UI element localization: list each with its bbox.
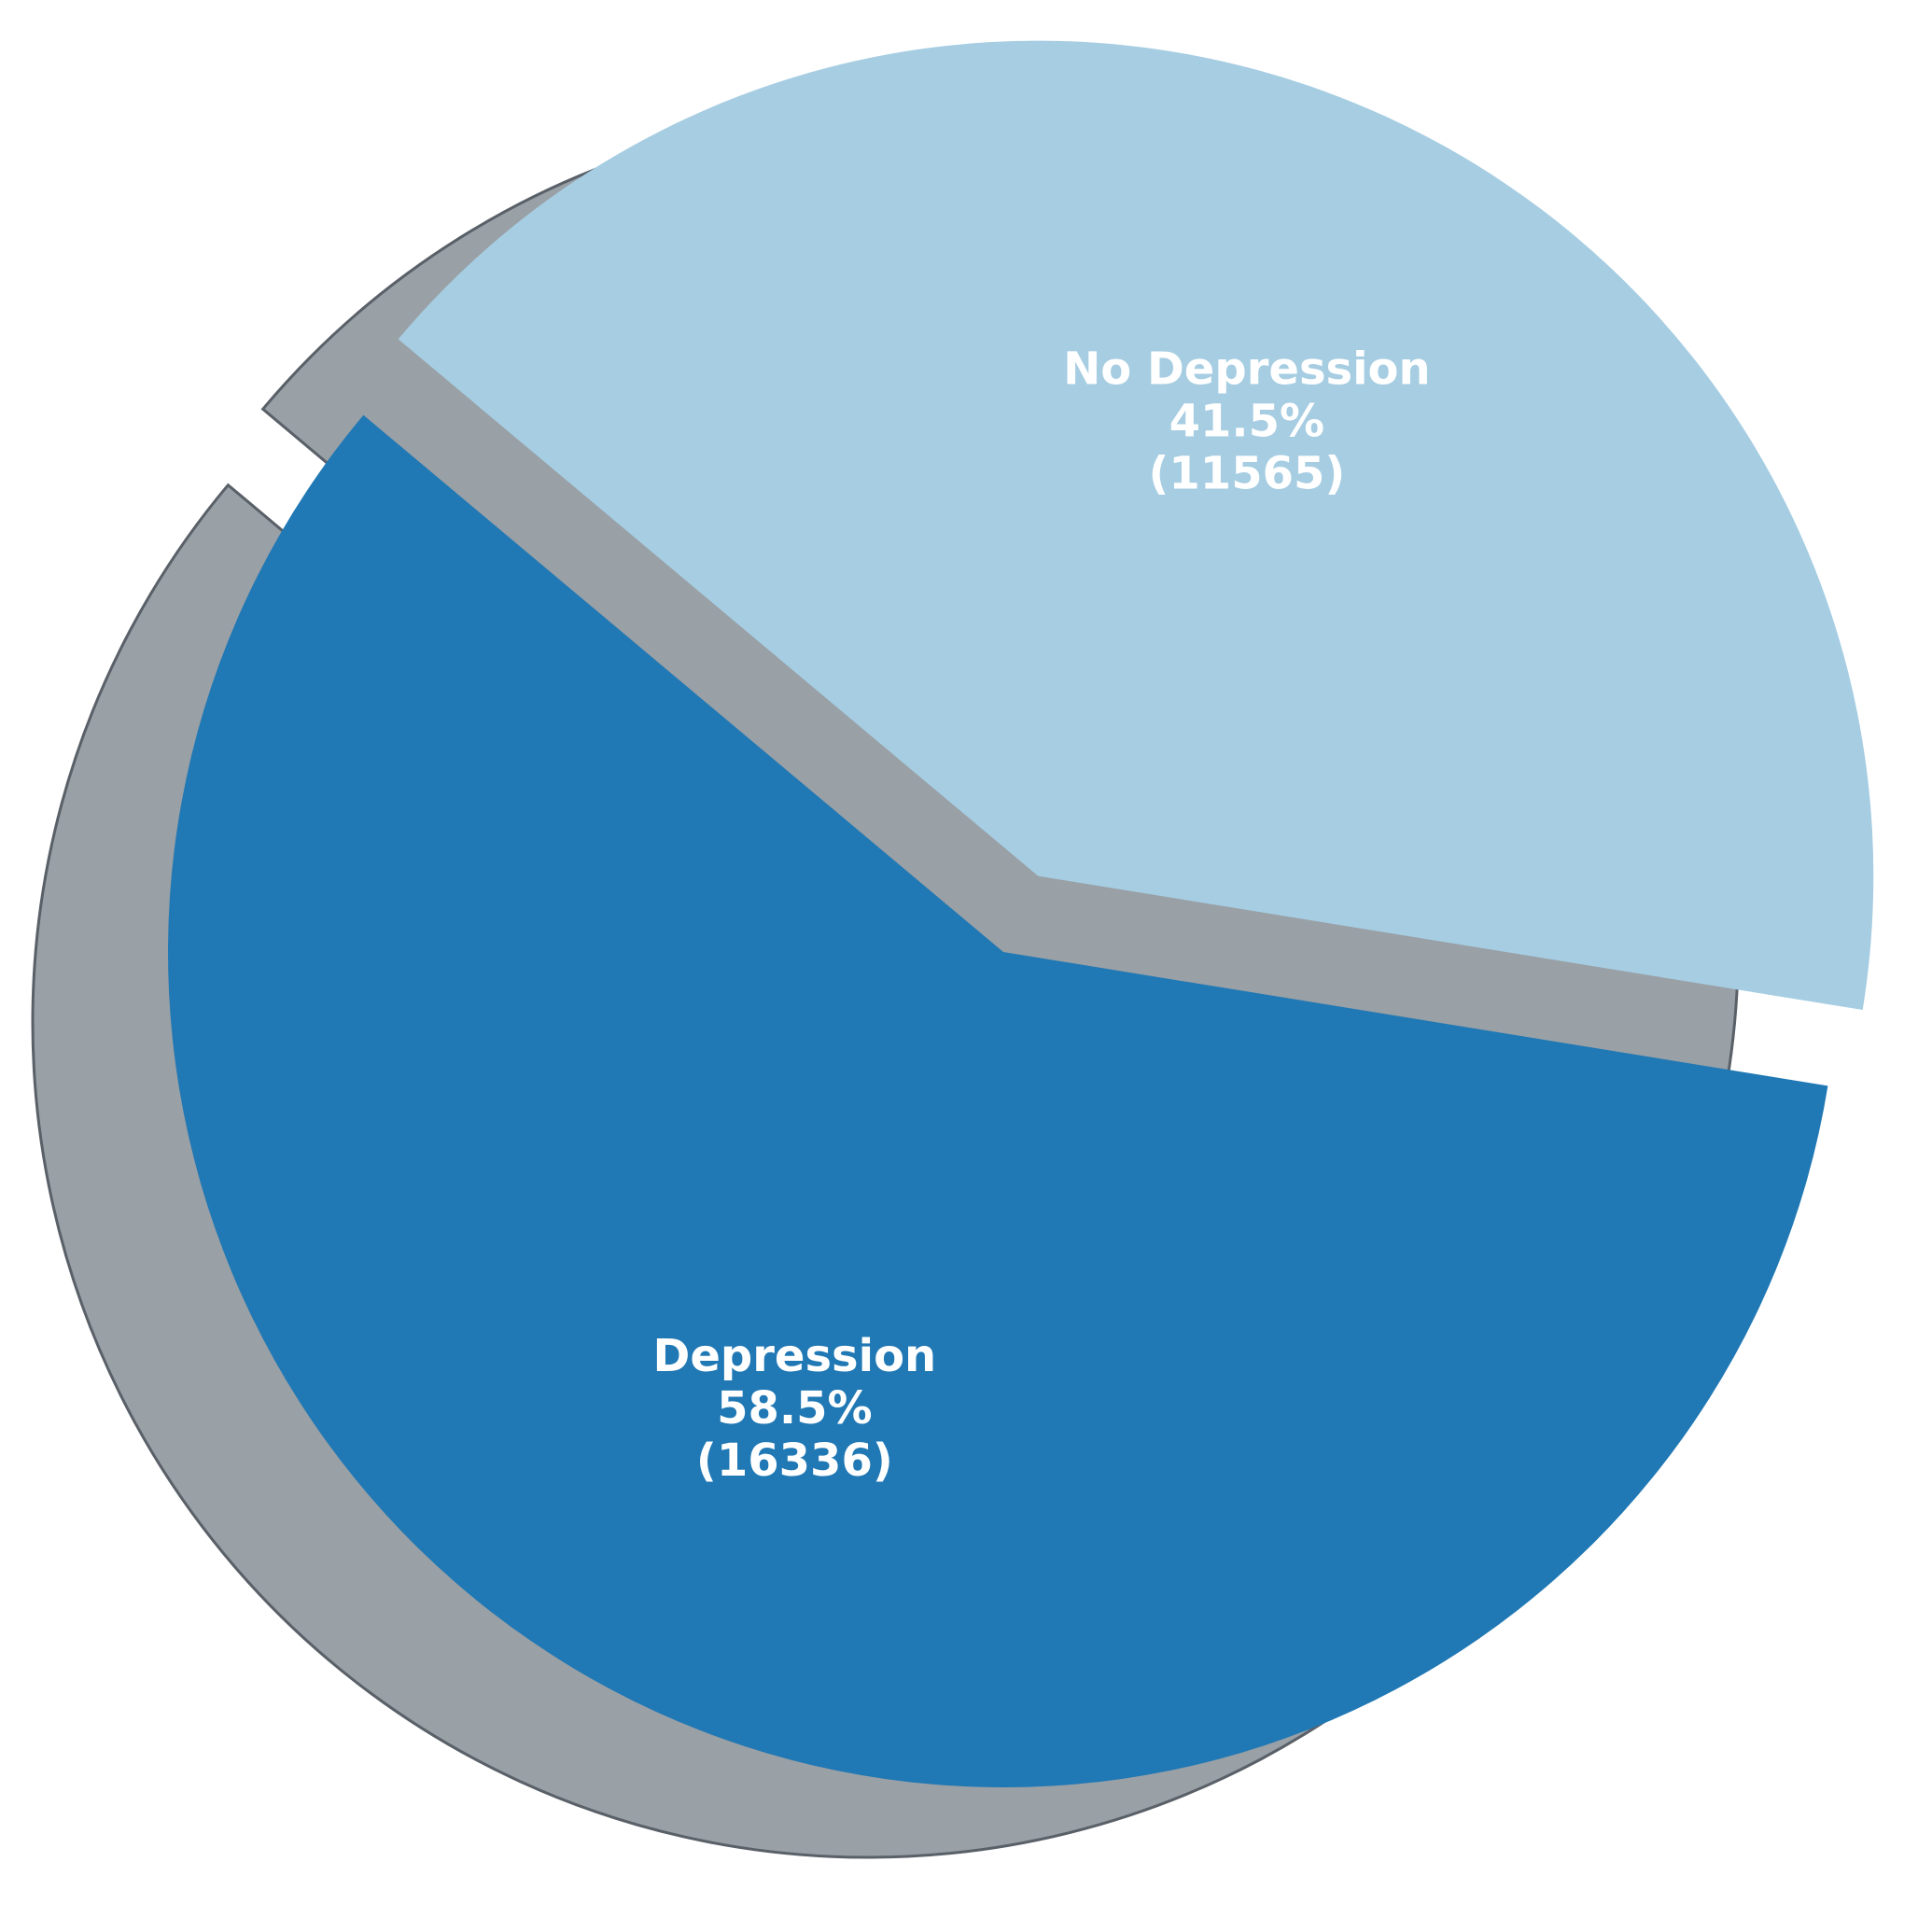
slice-no-depression: [398, 40, 1874, 1011]
count-label: (11565): [1148, 447, 1345, 499]
label-layer: Depression 58.5% (16336) No Depression 41.5%…: [653, 343, 1431, 1487]
count-label: (16336): [696, 1435, 893, 1487]
category-label: Depression: [653, 1330, 937, 1382]
percent-label: 58.5%: [717, 1382, 873, 1435]
percent-label: 41.5%: [1169, 395, 1325, 447]
slice-layer: [168, 40, 1874, 1787]
data-label-depression: Depression 58.5% (16336): [653, 1330, 937, 1487]
data-label-no-depression: No Depression 41.5% (11565): [1063, 343, 1431, 499]
slice-depression: [168, 414, 1828, 1787]
category-label: No Depression: [1063, 343, 1431, 395]
